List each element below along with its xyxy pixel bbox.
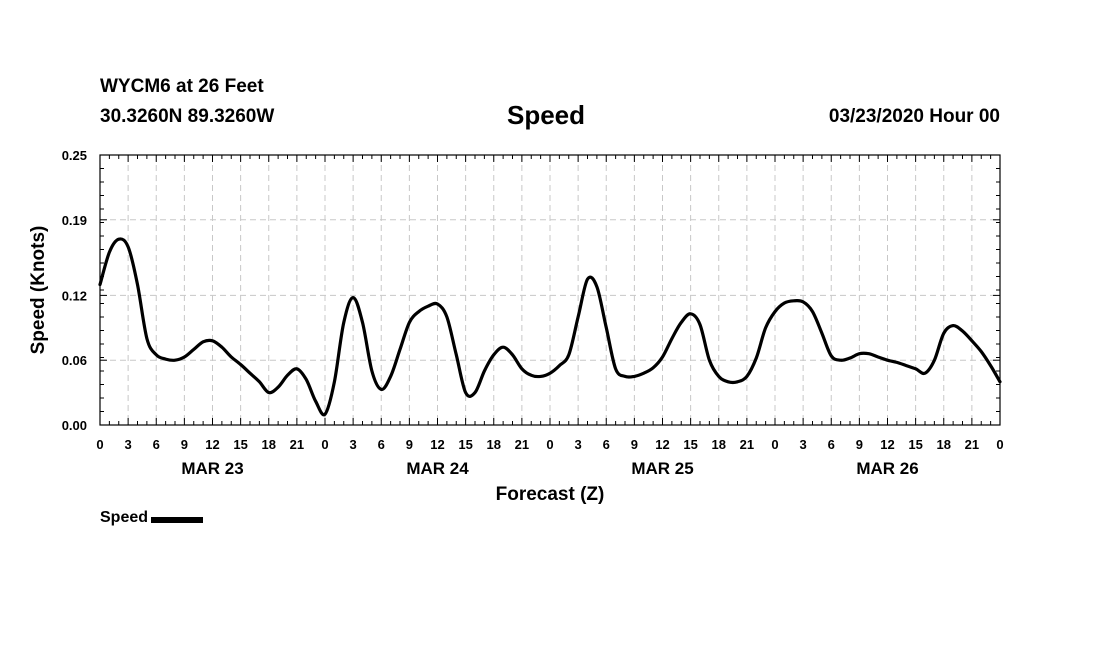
- x-tick-label: 6: [828, 437, 835, 452]
- day-label: MAR 23: [181, 459, 243, 478]
- forecast-date-label: 03/23/2020 Hour 00: [828, 106, 1000, 127]
- y-axis-title: Speed (Knots): [28, 226, 49, 355]
- x-tick-label: 15: [458, 437, 472, 452]
- legend: Speed: [100, 509, 204, 527]
- station-label: WYCM6 at 26 Feet: [100, 76, 264, 97]
- x-tick-label: 0: [321, 437, 328, 452]
- x-tick-label: 15: [683, 437, 697, 452]
- day-label: MAR 26: [856, 459, 918, 478]
- x-tick-label: 12: [655, 437, 669, 452]
- x-tick-label: 18: [262, 437, 276, 452]
- x-tick-label: 3: [350, 437, 357, 452]
- legend-line-swatch: [151, 516, 204, 523]
- x-tick-label: 12: [430, 437, 444, 452]
- x-tick-label: 0: [546, 437, 553, 452]
- x-tick-label: 18: [487, 437, 501, 452]
- x-tick-label: 6: [603, 437, 610, 452]
- y-tick-label: 0.19: [62, 213, 87, 228]
- x-tick-label: 3: [800, 437, 807, 452]
- y-tick-label: 0.25: [62, 148, 87, 163]
- x-tick-label: 9: [181, 437, 188, 452]
- x-tick-label: 12: [880, 437, 894, 452]
- day-label: MAR 25: [631, 459, 693, 478]
- coordinates-label: 30.3260N 89.3260W: [100, 106, 275, 127]
- x-tick-label: 3: [125, 437, 132, 452]
- speed-series-line: [98, 237, 1002, 417]
- x-tick-label: 21: [290, 437, 304, 452]
- x-tick-label: 15: [233, 437, 247, 452]
- grid: [100, 155, 1000, 425]
- x-tick-label: 21: [740, 437, 754, 452]
- chart-title: Speed: [507, 100, 586, 130]
- x-tick-label: 3: [575, 437, 582, 452]
- x-tick-label: 21: [965, 437, 979, 452]
- x-tick-label: 9: [631, 437, 638, 452]
- y-tick-label: 0.06: [62, 353, 87, 368]
- y-tick-label: 0.00: [62, 418, 87, 433]
- x-tick-label: 0: [96, 437, 103, 452]
- x-tick-label: 12: [205, 437, 219, 452]
- x-tick-label: 0: [771, 437, 778, 452]
- x-tick-label: 18: [937, 437, 951, 452]
- series-layer: [98, 237, 1002, 417]
- x-tick-label: 0: [996, 437, 1003, 452]
- y-tick-label: 0.12: [62, 288, 87, 303]
- x-tick-label: 21: [515, 437, 529, 452]
- x-tick-label: 9: [406, 437, 413, 452]
- axis-labels: 0 3 6 9 12 15 18 21 0 3 6 9 12 15 18 21 0 3 6 9 12 15 18 21 0 3 6 9…: [62, 148, 1004, 478]
- x-tick-label: 6: [153, 437, 160, 452]
- x-axis-title: Forecast (Z): [496, 484, 605, 505]
- legend-label: Speed: [100, 509, 149, 526]
- x-tick-label: 15: [908, 437, 922, 452]
- plot-frame: [99, 154, 1001, 426]
- day-label: MAR 24: [406, 459, 469, 478]
- x-tick-label: 18: [712, 437, 726, 452]
- x-tick-label: 6: [378, 437, 385, 452]
- x-tick-label: 9: [856, 437, 863, 452]
